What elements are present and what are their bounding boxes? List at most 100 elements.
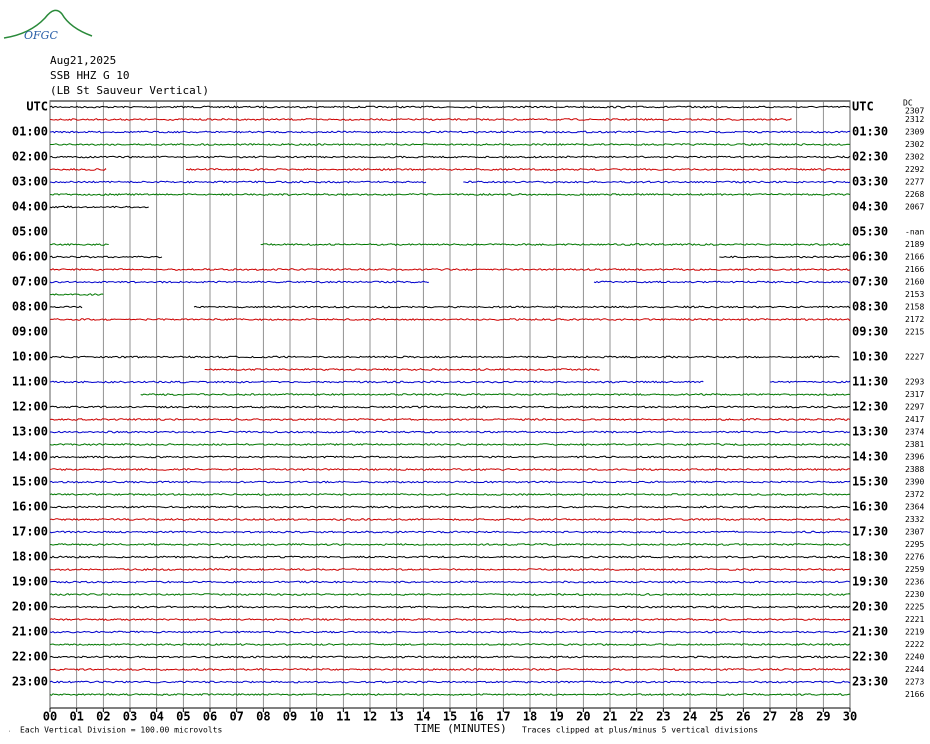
trace-segment bbox=[49, 630, 851, 634]
x-tick-label: 28 bbox=[789, 710, 803, 724]
right-label: 02:30 bbox=[852, 150, 888, 164]
trace-value: 2307 bbox=[905, 528, 924, 537]
trace-value: 2221 bbox=[905, 615, 924, 624]
left-label: 12:00 bbox=[12, 400, 48, 414]
x-tick-label: 13 bbox=[389, 710, 403, 724]
trace-value: 2244 bbox=[905, 665, 924, 674]
header-line: (LB St Sauveur Vertical) bbox=[50, 84, 209, 97]
trace-value: 2276 bbox=[905, 553, 924, 562]
trace-segment bbox=[49, 493, 851, 496]
x-tick-label: 16 bbox=[469, 710, 483, 724]
left-label: 02:00 bbox=[12, 150, 48, 164]
trace-value: 2277 bbox=[905, 178, 924, 187]
x-tick-label: 24 bbox=[683, 710, 697, 724]
trace-segment bbox=[50, 430, 850, 434]
trace-value: 2166 bbox=[905, 690, 924, 699]
right-label: 08:30 bbox=[852, 300, 888, 314]
trace-value: 2158 bbox=[905, 303, 924, 312]
x-tick-label: 11 bbox=[336, 710, 350, 724]
trace-value: 2227 bbox=[905, 353, 924, 362]
trace-segment bbox=[49, 443, 851, 446]
trace-value: 2160 bbox=[905, 278, 924, 287]
trace-segment bbox=[49, 580, 851, 584]
left-label: 21:00 bbox=[12, 625, 48, 639]
trace-segment bbox=[49, 668, 851, 672]
trace-value: 2189 bbox=[905, 240, 924, 249]
x-tick-label: 01 bbox=[69, 710, 83, 724]
x-tick-label: 00 bbox=[43, 710, 57, 724]
trace-segment bbox=[49, 305, 83, 309]
trace-value: 2374 bbox=[905, 428, 924, 437]
trace-segment bbox=[185, 168, 851, 171]
trace-segment bbox=[49, 655, 851, 659]
right-label: 17:30 bbox=[852, 525, 888, 539]
trace-value: 2240 bbox=[905, 653, 924, 662]
x-tick-label: 29 bbox=[816, 710, 830, 724]
left-label: 23:00 bbox=[12, 675, 48, 689]
x-tick-label: 25 bbox=[709, 710, 723, 724]
trace-value: 2215 bbox=[905, 328, 924, 337]
right-label: 11:30 bbox=[852, 375, 888, 389]
trace-value: 2417 bbox=[905, 415, 924, 424]
x-tick-label: 09 bbox=[283, 710, 297, 724]
trace-value: 2390 bbox=[905, 478, 924, 487]
trace-segment bbox=[49, 605, 851, 609]
left-label: 19:00 bbox=[12, 575, 48, 589]
right-label: 10:30 bbox=[852, 350, 888, 364]
trace-segment bbox=[49, 180, 427, 184]
x-label: TIME (MINUTES) bbox=[414, 722, 507, 735]
trace-segment bbox=[49, 530, 851, 534]
trace-segment bbox=[49, 567, 851, 571]
trace-segment bbox=[49, 680, 851, 684]
right-label: 21:30 bbox=[852, 625, 888, 639]
left-label: 14:00 bbox=[12, 450, 48, 464]
trace-value: 2172 bbox=[905, 315, 924, 324]
trace-value: 2317 bbox=[905, 390, 924, 399]
left-label: 16:00 bbox=[12, 500, 48, 514]
right-label: 15:30 bbox=[852, 475, 888, 489]
corner-mark: . bbox=[8, 728, 11, 734]
x-tick-label: 19 bbox=[549, 710, 563, 724]
left-label: 05:00 bbox=[12, 225, 48, 239]
right-label: 14:30 bbox=[852, 450, 888, 464]
x-tick-label: 07 bbox=[229, 710, 243, 724]
right-label: 06:30 bbox=[852, 250, 888, 264]
x-tick-label: 04 bbox=[149, 710, 163, 724]
trace-segment bbox=[49, 593, 851, 596]
right-label: 05:30 bbox=[852, 225, 888, 239]
trace-value: 2332 bbox=[905, 515, 924, 524]
trace-value: 2309 bbox=[905, 128, 924, 137]
header-line: SSB HHZ G 10 bbox=[50, 69, 129, 82]
x-tick-label: 27 bbox=[763, 710, 777, 724]
logo-curve bbox=[3, 9, 93, 39]
trace-segment bbox=[49, 192, 850, 196]
right-label: 18:30 bbox=[852, 550, 888, 564]
trace-value: 2067 bbox=[905, 203, 924, 212]
left-label: 18:00 bbox=[12, 550, 48, 564]
x-tick-label: 12 bbox=[363, 710, 377, 724]
left-label: 01:00 bbox=[12, 125, 48, 139]
trace-segment bbox=[49, 418, 851, 421]
right-label: 23:30 bbox=[852, 675, 888, 689]
trace-segment bbox=[49, 255, 163, 259]
right-label: 03:30 bbox=[852, 175, 888, 189]
trace-value: 2312 bbox=[905, 115, 924, 124]
trace-value: 2307 bbox=[905, 107, 924, 116]
x-tick-label: 14 bbox=[416, 710, 430, 724]
trace-value: 2236 bbox=[905, 578, 924, 587]
trace-value: 2153 bbox=[905, 290, 924, 299]
trace-segment bbox=[49, 380, 704, 384]
trace-value: 2292 bbox=[905, 165, 924, 174]
trace-value: 2295 bbox=[905, 540, 924, 549]
left-label: 15:00 bbox=[12, 475, 48, 489]
x-tick-label: 20 bbox=[576, 710, 590, 724]
trace-segment bbox=[49, 318, 851, 322]
right-label: 09:30 bbox=[852, 325, 888, 339]
trace-segment bbox=[49, 105, 851, 109]
header-line: Aug21,2025 bbox=[50, 54, 116, 67]
right-label: 12:30 bbox=[852, 400, 888, 414]
trace-segment bbox=[49, 355, 840, 359]
left-label: 04:00 bbox=[12, 200, 48, 214]
trace-value: 2302 bbox=[905, 140, 924, 149]
